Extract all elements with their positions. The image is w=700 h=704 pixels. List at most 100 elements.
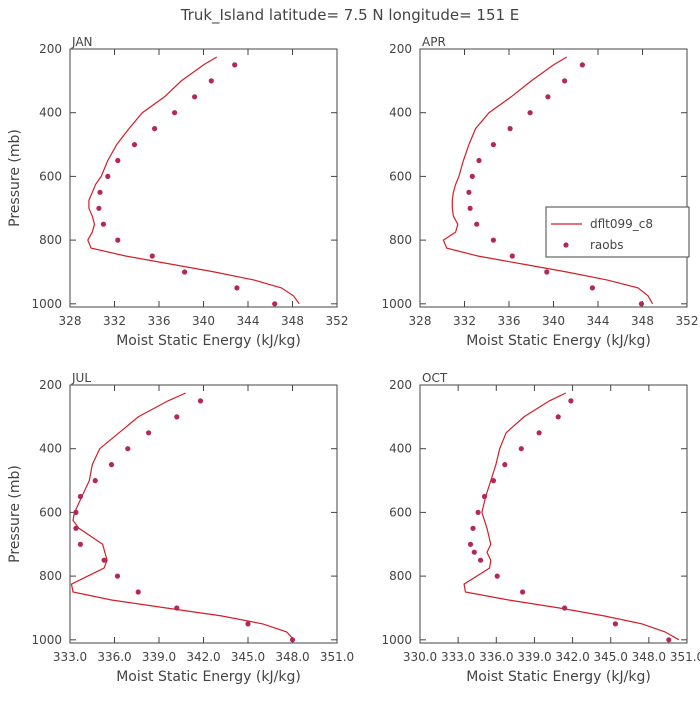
obs-point bbox=[100, 221, 106, 227]
obs-point bbox=[466, 189, 472, 195]
y-tick-label: 1000 bbox=[381, 633, 412, 647]
obs-point bbox=[73, 525, 79, 531]
y-tick-label: 800 bbox=[389, 233, 412, 247]
obs-point bbox=[125, 446, 131, 452]
x-tick-label: 342.0 bbox=[186, 650, 220, 664]
legend-obs-label: raobs bbox=[590, 238, 624, 252]
obs-point bbox=[174, 605, 180, 611]
plot-frame bbox=[419, 384, 688, 644]
model-line bbox=[463, 392, 680, 641]
obs-point bbox=[467, 205, 473, 211]
x-axis-label: Moist Static Energy (kJ/kg) bbox=[466, 333, 651, 349]
model-line bbox=[87, 56, 300, 305]
y-tick-label: 1000 bbox=[381, 297, 412, 311]
obs-point bbox=[149, 253, 155, 259]
obs-point bbox=[135, 589, 141, 595]
legend-model-label: dflt099_c8 bbox=[590, 217, 653, 231]
x-tick-label: 342.0 bbox=[555, 650, 589, 664]
obs-point bbox=[172, 110, 178, 116]
x-tick-label: 330.0 bbox=[403, 650, 437, 664]
x-tick-label: 333.0 bbox=[441, 650, 475, 664]
x-tick-label: 336 bbox=[498, 314, 521, 328]
panel-title: APR bbox=[422, 35, 446, 49]
x-axis-label: Moist Static Energy (kJ/kg) bbox=[116, 333, 301, 349]
obs-point bbox=[105, 173, 111, 179]
legend-box bbox=[545, 206, 690, 258]
y-tick-label: 400 bbox=[389, 442, 412, 456]
y-tick-label: 800 bbox=[39, 233, 62, 247]
obs-point bbox=[494, 573, 500, 579]
chart-panel-jan: JAN 328 332 336 340 344 348 352 200 400 600 800 1000… bbox=[7, 35, 348, 349]
x-tick-label: 352 bbox=[676, 314, 699, 328]
y-tick-label: 200 bbox=[389, 378, 412, 392]
obs-point bbox=[475, 509, 481, 515]
obs-point bbox=[96, 205, 102, 211]
obs-point bbox=[232, 62, 238, 68]
y-tick-label: 400 bbox=[39, 106, 62, 120]
x-tick-label: 336 bbox=[148, 314, 171, 328]
y-tick-label: 600 bbox=[39, 169, 62, 183]
x-tick-label: 344 bbox=[587, 314, 610, 328]
obs-point bbox=[470, 525, 476, 531]
x-tick-label: 348.0 bbox=[632, 650, 666, 664]
obs-point bbox=[245, 621, 251, 627]
x-tick-label: 352 bbox=[326, 314, 349, 328]
obs-point bbox=[471, 549, 477, 555]
x-tick-label: 351.0 bbox=[320, 650, 354, 664]
chart-panel-jul: JUL 333.0 336.0 339.0 342.0 345.0 348.0 351.0 20… bbox=[7, 371, 354, 685]
x-tick-label: 351.0 bbox=[670, 650, 700, 664]
obs-point bbox=[527, 110, 533, 116]
y-tick-label: 800 bbox=[39, 569, 62, 583]
panel-title: OCT bbox=[422, 371, 448, 385]
obs-point bbox=[476, 157, 482, 164]
plot-frame bbox=[69, 48, 338, 308]
x-tick-label: 339.0 bbox=[517, 650, 551, 664]
y-tick-label: 200 bbox=[389, 42, 412, 56]
obs-point bbox=[589, 285, 596, 291]
y-tick-label: 200 bbox=[39, 42, 62, 56]
x-tick-label: 328 bbox=[409, 314, 432, 328]
obs-point bbox=[234, 285, 240, 291]
obs-point bbox=[545, 94, 551, 100]
legend-point-swatch bbox=[563, 242, 569, 248]
obs-point bbox=[467, 541, 474, 547]
obs-point bbox=[77, 541, 83, 547]
obs-point bbox=[174, 414, 180, 420]
obs-point bbox=[108, 462, 115, 468]
obs-point bbox=[182, 269, 188, 275]
y-tick-label: 600 bbox=[389, 169, 412, 183]
obs-point bbox=[77, 493, 83, 500]
obs-point bbox=[478, 557, 484, 563]
y-axis-label: Pressure (mb) bbox=[7, 465, 23, 563]
panel-title: JAN bbox=[71, 35, 93, 49]
obs-point bbox=[115, 157, 121, 164]
x-tick-label: 340 bbox=[192, 314, 215, 328]
obs-point bbox=[73, 509, 79, 515]
obs-point bbox=[474, 221, 480, 227]
x-tick-label: 332 bbox=[103, 314, 126, 328]
x-tick-label: 348.0 bbox=[275, 650, 309, 664]
obs-point bbox=[520, 589, 526, 595]
y-tick-label: 1000 bbox=[31, 297, 62, 311]
x-tick-label: 336.0 bbox=[97, 650, 131, 664]
x-tick-label: 339.0 bbox=[142, 650, 176, 664]
y-tick-label: 1000 bbox=[31, 633, 62, 647]
obs-point bbox=[666, 637, 672, 643]
obs-point bbox=[490, 478, 496, 484]
obs-point bbox=[289, 637, 296, 643]
obs-point bbox=[97, 189, 103, 195]
obs-point bbox=[197, 398, 204, 404]
x-tick-label: 344 bbox=[237, 314, 260, 328]
obs-point bbox=[518, 446, 524, 452]
obs-point bbox=[507, 126, 513, 132]
obs-point bbox=[536, 430, 542, 436]
y-tick-label: 600 bbox=[39, 505, 62, 519]
y-tick-label: 800 bbox=[389, 569, 412, 583]
y-tick-label: 400 bbox=[39, 442, 62, 456]
obs-point bbox=[481, 493, 488, 500]
model-line bbox=[442, 56, 654, 305]
panel-title: JUL bbox=[71, 371, 91, 385]
